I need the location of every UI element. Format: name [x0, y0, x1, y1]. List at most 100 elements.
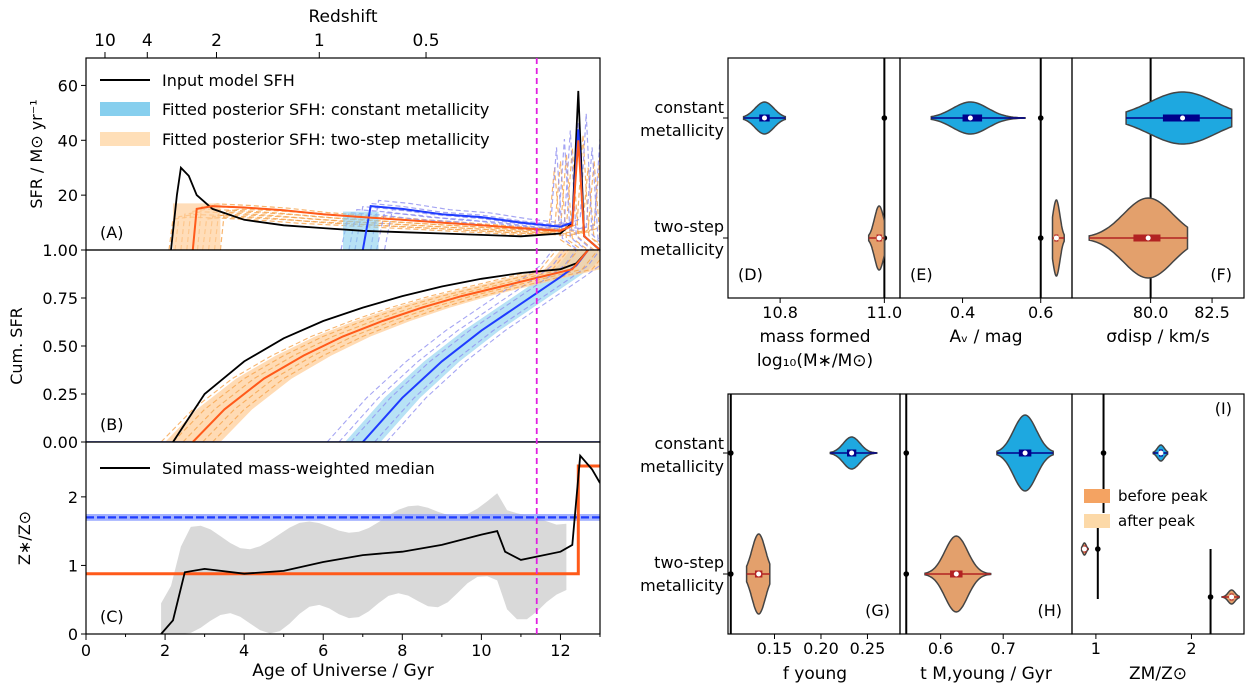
posterior-sample-const [374, 250, 600, 442]
violin-panel-tag: (E) [910, 265, 933, 284]
panel-d-xlabel-1: mass formed [760, 327, 871, 347]
truth-marker [1037, 115, 1044, 121]
violin-xtick-label: 0.15 [757, 639, 793, 658]
truth-marker [1095, 546, 1101, 552]
redshift-tick-label: 1 [314, 31, 325, 51]
violin-frame [899, 393, 1073, 635]
const-band [345, 250, 600, 442]
legend-after-peak-swatch [1084, 514, 1110, 528]
row-label-constant-1b: constant [654, 434, 724, 453]
posterior-sample-step [213, 154, 600, 250]
xtick-label: 2 [160, 641, 170, 660]
legend-before-peak-label: before peak [1118, 487, 1208, 505]
violin-panel-i: 1 2 (I) [1071, 393, 1245, 658]
xtick-label: 0 [81, 641, 91, 660]
posterior-sample-const [348, 138, 587, 250]
violin-panel-tag: (D) [738, 265, 763, 284]
redshift-axis-title: Redshift [308, 7, 377, 27]
panel-b-tag: (B) [100, 415, 123, 434]
violin-panel-tag: (G) [865, 601, 890, 620]
posterior-sample-step [168, 167, 577, 250]
truth-marker [1207, 594, 1214, 600]
panel-h-xlabel: t M,young / Gyr [920, 664, 1052, 684]
violin-xtick-label: 1 [1091, 639, 1101, 658]
ytick-label: 1.00 [42, 241, 78, 260]
panel-a-yticks: 1.00 20 40 60 [42, 76, 86, 260]
violin-xtick-label: 0.6 [928, 639, 953, 658]
violin-constant-median [761, 115, 767, 121]
truth-marker [727, 571, 734, 577]
ytick-label: 60 [58, 76, 78, 95]
violin-frame [727, 57, 901, 299]
panel-c: 0 1 2 Z∗/Z⊙ (C) Simulated mass-weighted me… [15, 441, 601, 644]
posterior-sample-const [354, 130, 593, 250]
redshift-tick-label: 4 [142, 31, 153, 51]
truth-marker [727, 450, 734, 456]
panel-e-xlabel: Aᵥ / mag [949, 327, 1022, 347]
row-label-constant-2b: metallicity [640, 457, 724, 476]
ytick-label: 0.00 [42, 433, 78, 452]
violin-constant-median [967, 115, 973, 121]
violin-xtick-label: 10.8 [762, 303, 798, 322]
series-step-sfh [191, 140, 600, 250]
posterior-sample-step [172, 250, 569, 442]
ytick-label: 1 [68, 556, 78, 575]
violin-two-step-median [876, 235, 882, 241]
ytick-label: 2 [68, 488, 78, 507]
x-axis-ticks: 0 2 4 6 8 10 12 [81, 634, 601, 660]
ytick-label: 0.50 [42, 337, 78, 356]
posterior-sample-const [370, 113, 600, 250]
violin-panel-e: 0.4 0.6 (E) [899, 57, 1073, 322]
panel-d-xlabel-2: log₁₀(M∗/M⊙) [757, 351, 873, 371]
redshift-tick-label: 0.5 [413, 31, 440, 51]
violin-constant-median [1158, 450, 1164, 456]
posterior-sample-const [376, 147, 600, 250]
row-label-twostep-1b: two-step [654, 553, 724, 572]
row-label-constant-1: constant [654, 98, 724, 117]
legend-const-label: Fitted posterior SFH: constant metallici… [162, 100, 489, 119]
violin-xtick-label: 0.6 [1028, 303, 1053, 322]
redshift-tick-label: 10 [94, 31, 116, 51]
ytick-label: 0.25 [42, 385, 78, 404]
violin-frame [1071, 393, 1245, 635]
posterior-sample-const [326, 250, 554, 442]
xtick-label: 6 [318, 641, 328, 660]
truth-marker [903, 571, 910, 577]
truth-marker [881, 115, 888, 121]
x-axis-title: Age of Universe / Gyr [252, 661, 434, 681]
violin-xtick-label: 0.25 [850, 639, 886, 658]
legend-step-swatch [100, 132, 150, 146]
violin-xtick-label: 80.0 [1133, 303, 1169, 322]
violin-two-step-median [756, 571, 762, 577]
ytick-label: 0 [68, 625, 78, 644]
right-figure: constant metallicity two-step metallicit… [640, 57, 1245, 684]
row-label-twostep-2b: metallicity [640, 576, 724, 595]
panel-c-frame [85, 441, 601, 635]
posterior-sample-const [338, 250, 565, 442]
panel-b-ylabel: Cum. SFR [7, 307, 26, 385]
legend-before-peak-swatch [1084, 489, 1110, 503]
violin-xtick-label: 2 [1186, 639, 1196, 658]
posterior-sample-step [160, 250, 557, 442]
xtick-label: 10 [471, 641, 491, 660]
panel-i-xlabel: ZM/Z⊙ [1129, 664, 1187, 684]
violin-panel-f: 80.0 82.5 (F) [1071, 57, 1245, 322]
legend-step-label: Fitted posterior SFH: two-step metallici… [162, 130, 490, 149]
violin-panel-tag: (I) [1215, 399, 1232, 418]
series-input-cum [172, 250, 589, 442]
violin-after-peak-median [1229, 594, 1235, 600]
posterior-sample-const [350, 250, 577, 442]
violin-constant-median [849, 450, 855, 456]
row-label-twostep-2: metallicity [640, 240, 724, 259]
violin-frame [899, 57, 1073, 299]
posterior-sample-step [212, 258, 600, 442]
posterior-sample-step [208, 161, 600, 250]
series-simulated-median [160, 453, 600, 634]
violin-xtick-label: 0.7 [990, 639, 1015, 658]
panel-a: 1.00 20 40 60 SFR / M⊙ yr⁻¹ (A) Input model… [27, 57, 601, 260]
violin-xtick-label: 11.0 [867, 303, 903, 322]
ytick-label: 0.75 [42, 289, 78, 308]
redshift-ticks: 10 4 2 1 0.5 [94, 31, 440, 58]
panel-f-xlabel: σdisp / km/s [1106, 327, 1210, 347]
